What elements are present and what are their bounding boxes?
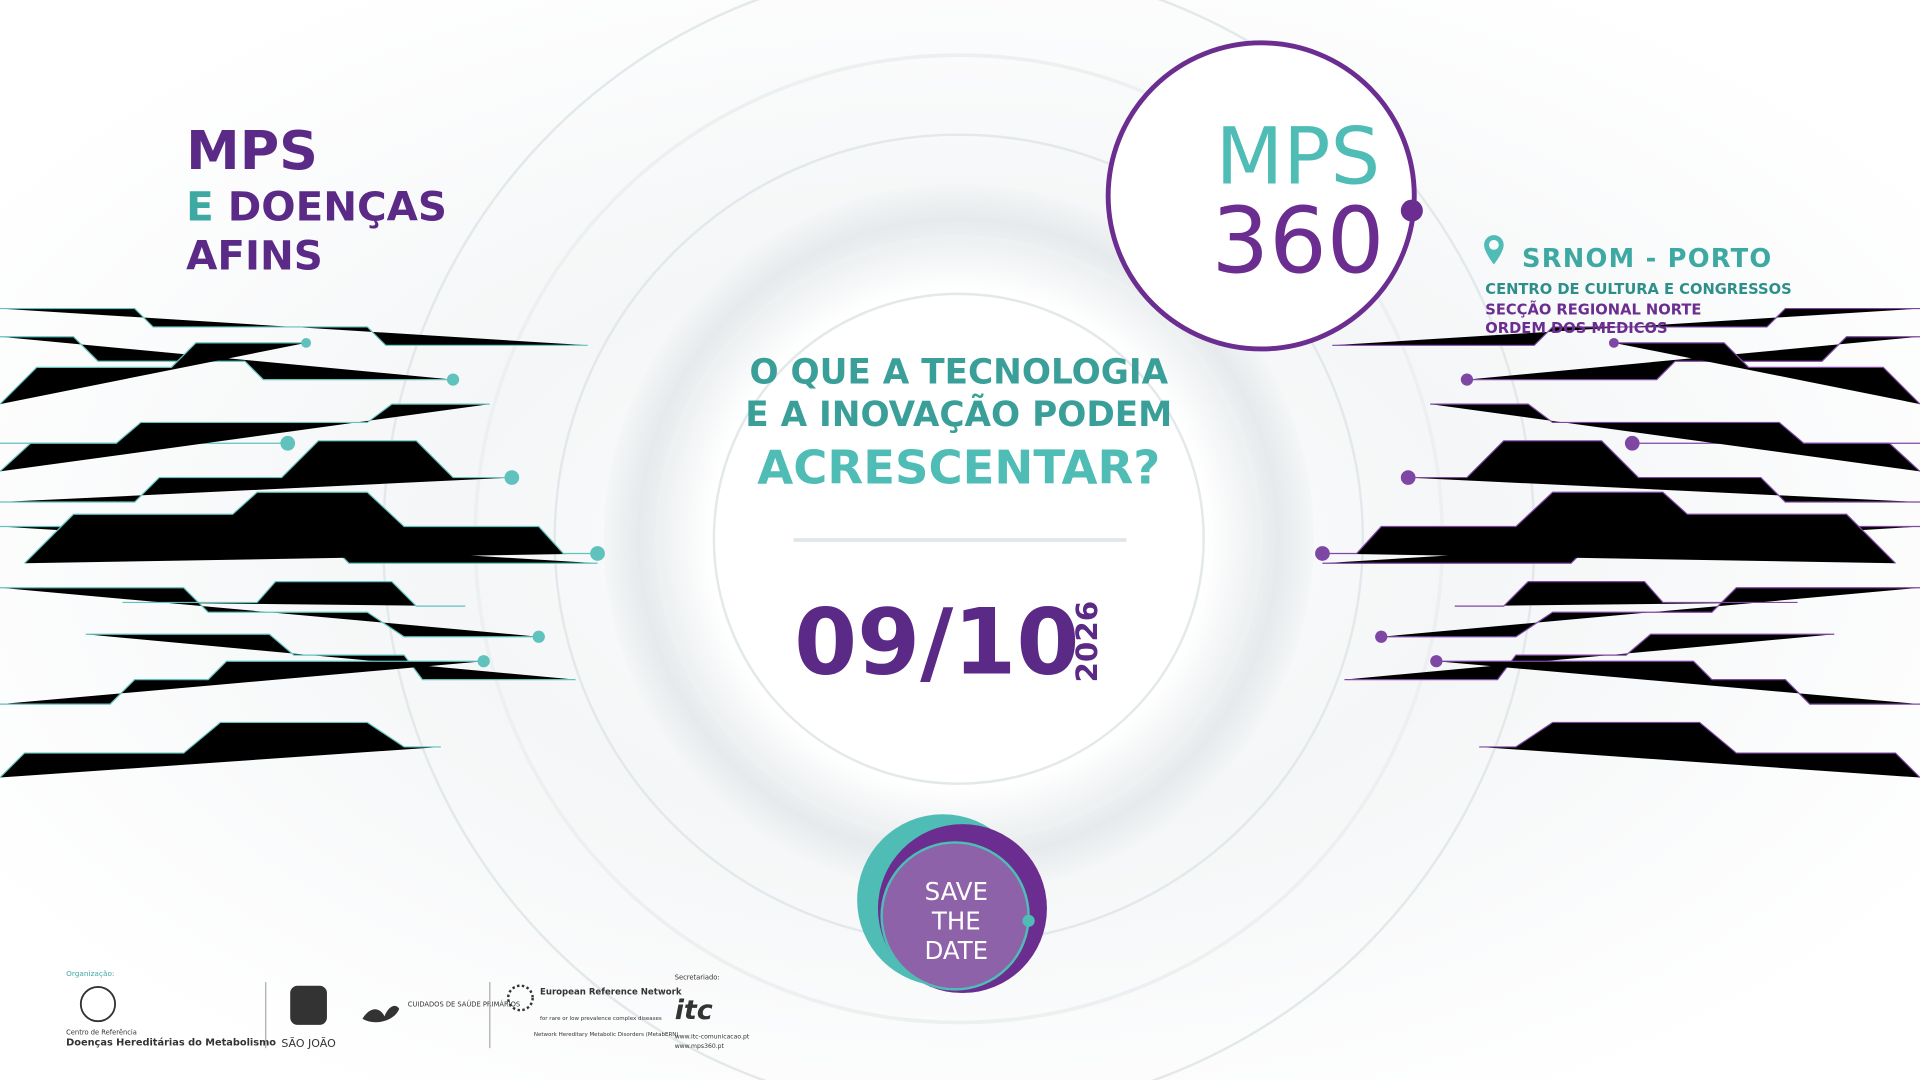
footer-text: Centro de Referência xyxy=(66,1029,137,1037)
title-line: E DOENÇAS xyxy=(186,182,447,230)
footer-text: SÃO JOÃO xyxy=(281,1037,336,1050)
badge-dot xyxy=(1022,914,1035,927)
badge-text: THE xyxy=(931,906,981,935)
location-org: ORDEM DOS MEDICOS xyxy=(1485,320,1667,337)
logo-text: 360 xyxy=(1211,189,1384,294)
footer: Organização: Centro de Referência Doença… xyxy=(66,969,750,1050)
footer-text: Network Hereditary Metabolic Disorders (… xyxy=(534,1032,679,1038)
footer-label: Secretariado: xyxy=(675,974,720,982)
location-venue: CENTRO DE CULTURA E CONGRESSOS xyxy=(1485,281,1791,298)
footer-text: European Reference Network xyxy=(540,987,682,997)
question-line: E A INOVAÇÃO PODEM xyxy=(745,394,1172,435)
location-org: SECÇÃO REGIONAL NORTE xyxy=(1485,302,1701,319)
logo-text: MPS xyxy=(1216,112,1381,203)
location-city: SRNOM - PORTO xyxy=(1522,244,1772,274)
org-logo xyxy=(79,986,117,1023)
badge-text: SAVE xyxy=(925,877,988,906)
badge-text: DATE xyxy=(924,936,988,965)
logo-dot xyxy=(1400,199,1423,222)
footer-text: CUIDADOS DE SAÚDE PRIMÁRIOS xyxy=(408,1000,520,1009)
itc-logo: itc xyxy=(675,995,713,1026)
circuit-dots-right xyxy=(1315,337,1640,668)
title-line: AFINS xyxy=(186,231,323,279)
title-line: MPS xyxy=(186,119,318,182)
pin-icon xyxy=(1484,235,1504,265)
csp-logo xyxy=(362,1005,400,1023)
footer-label: Organização: xyxy=(66,969,114,978)
logo-ring xyxy=(1105,40,1417,352)
footer-text: www.itc-comunicacao.pt xyxy=(675,1033,750,1040)
footer-text: Doenças Hereditárias do Metabolismo xyxy=(66,1037,276,1049)
date: 09/10 xyxy=(794,590,1079,695)
footer-text: for rare or low prevalence complex disea… xyxy=(540,1016,662,1022)
sao-joao-logo xyxy=(290,985,327,1025)
question-highlight: ACRESCENTAR? xyxy=(757,441,1160,495)
ern-logo xyxy=(506,984,534,1012)
question-line: O QUE A TECNOLOGIA xyxy=(749,352,1168,392)
year: 2026 xyxy=(1070,601,1104,683)
title-word: E xyxy=(186,182,214,230)
circuit-dots-left xyxy=(280,337,605,668)
title-word: DOENÇAS xyxy=(228,182,447,230)
footer-text: www.mps360.pt xyxy=(675,1043,725,1050)
